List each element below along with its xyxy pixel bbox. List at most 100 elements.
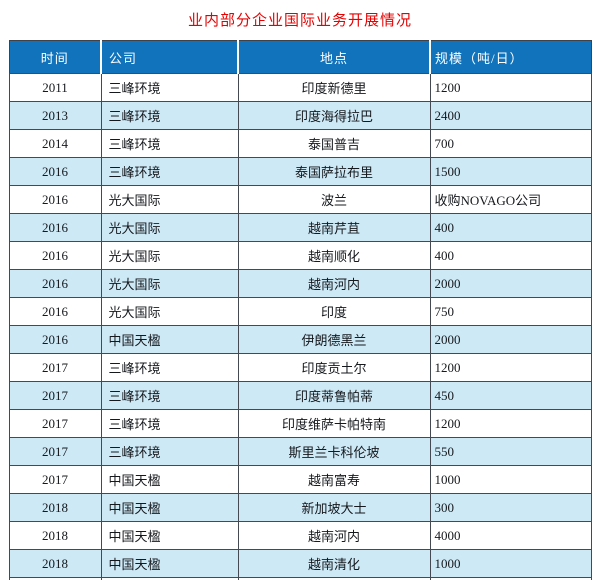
table-row: 2018 中国天楹 新加坡大士 300: [8, 493, 592, 522]
table-row: 2014 三峰环境 泰国普吉 700: [8, 129, 592, 158]
cell-scale: 2000: [429, 325, 592, 354]
column-header-location: 地点: [237, 40, 430, 74]
table-row: 2017 三峰环境 斯里兰卡科伦坡 550: [8, 437, 592, 466]
cell-location: 越南河内: [237, 269, 431, 298]
cell-time: 2016: [8, 241, 102, 270]
table-row: 2011 三峰环境 印度新德里 1200: [8, 73, 592, 102]
cell-location: 新加坡大士: [237, 493, 431, 522]
column-header-scale: 规模（吨/日）: [429, 40, 591, 74]
cell-location: 斯里兰卡科伦坡: [237, 437, 431, 466]
cell-location: 印度蒂鲁帕蒂: [237, 381, 431, 410]
cell-location: 印度: [237, 297, 431, 326]
cell-location: 印度贡土尔: [237, 353, 431, 382]
cell-location: 印度维萨卡帕特南: [237, 409, 431, 438]
cell-scale: 700: [429, 129, 592, 158]
cell-company: 中国天楹: [100, 325, 239, 354]
cell-location: 印度新德里: [237, 73, 431, 102]
cell-location: 伊朗德黑兰: [237, 325, 431, 354]
table-header: 时间 公司 地点 规模（吨/日）: [9, 40, 591, 74]
international-business-table: 时间 公司 地点 规模（吨/日） 2011 三峰环境 印度新德里 1200 2013 三峰…: [8, 40, 592, 580]
cell-company: 光大国际: [100, 213, 239, 242]
cell-scale: 750: [429, 297, 592, 326]
cell-time: 2011: [8, 73, 102, 102]
cell-time: 2016: [8, 269, 102, 298]
cell-scale: 2250: [429, 577, 592, 580]
cell-time: 2016: [8, 185, 102, 214]
cell-company: 三峰环境: [100, 73, 239, 102]
cell-location: 越南清化: [237, 549, 431, 578]
cell-time: 2018: [8, 521, 102, 550]
cell-scale: 收购NOVAGO公司: [429, 185, 592, 214]
cell-time: 2014: [8, 129, 102, 158]
cell-location: 印度海得拉巴: [237, 101, 431, 130]
cell-company: 光大国际: [100, 241, 239, 270]
table-row: 2017 中国天楹 越南富寿 1000: [8, 465, 592, 494]
table-row: 2018三峰环境越南胡志明市2250: [8, 577, 592, 580]
cell-time: 2016: [8, 297, 102, 326]
cell-company: 中国天楹: [100, 493, 239, 522]
table-row: 2017 三峰环境 印度蒂鲁帕蒂 450: [8, 381, 592, 410]
cell-time: 2017: [8, 465, 102, 494]
cell-time: 2016: [8, 157, 102, 186]
cell-scale: 1500: [429, 157, 592, 186]
cell-scale: 450: [429, 381, 592, 410]
table-row: 2016 光大国际 越南顺化 400: [8, 241, 592, 270]
cell-company: 三峰环境: [100, 129, 239, 158]
cell-time: 2017: [8, 353, 102, 382]
cell-scale: 2400: [429, 101, 592, 130]
cell-time: 2017: [8, 409, 102, 438]
cell-company: 三峰环境: [100, 409, 239, 438]
cell-scale: 400: [429, 213, 592, 242]
cell-scale: 1000: [429, 549, 592, 578]
cell-location: 越南顺化: [237, 241, 431, 270]
cell-company: 中国天楹: [100, 521, 239, 550]
cell-scale: 4000: [429, 521, 592, 550]
cell-location: 泰国萨拉布里: [237, 157, 431, 186]
table-row: 2016 光大国际 波兰 收购NOVAGO公司: [8, 185, 592, 214]
cell-time: 2018: [8, 493, 102, 522]
cell-company: 三峰环境: [100, 437, 239, 466]
cell-scale: 550: [429, 437, 592, 466]
cell-location: 泰国普吉: [237, 129, 431, 158]
cell-company: 光大国际: [100, 269, 239, 298]
cell-company: 三峰环境: [100, 157, 239, 186]
cell-company: 光大国际: [100, 185, 239, 214]
table-row: 2013 三峰环境 印度海得拉巴 2400: [8, 101, 592, 130]
cell-location: 越南河内: [237, 521, 431, 550]
cell-company: 三峰环境: [100, 381, 239, 410]
cell-time: 2017: [8, 437, 102, 466]
table-row: 2017 三峰环境 印度贡土尔 1200: [8, 353, 592, 382]
column-header-time: 时间: [9, 40, 101, 74]
table-row: 2018 中国天楹 越南河内 4000: [8, 521, 592, 550]
cell-scale: 400: [429, 241, 592, 270]
cell-scale: 1200: [429, 353, 592, 382]
cell-time: 2018: [8, 549, 102, 578]
table-header-row: 时间 公司 地点 规模（吨/日）: [9, 40, 591, 74]
table-row: 2016 三峰环境 泰国萨拉布里 1500: [8, 157, 592, 186]
cell-location: 越南芹苴: [237, 213, 431, 242]
table-row: 2017 三峰环境 印度维萨卡帕特南 1200: [8, 409, 592, 438]
cell-company: 中国天楹: [100, 549, 239, 578]
cell-time: 2016: [8, 325, 102, 354]
table-row: 2016 中国天楹 伊朗德黑兰 2000: [8, 325, 592, 354]
table-row: 2016 光大国际 越南芹苴 400: [8, 213, 592, 242]
cell-company: 中国天楹: [100, 465, 239, 494]
column-header-company: 公司: [100, 40, 238, 74]
table-row: 2016 光大国际 印度 750: [8, 297, 592, 326]
cell-location: 越南富寿: [237, 465, 431, 494]
cell-time: 2017: [8, 381, 102, 410]
cell-scale: 1200: [429, 409, 592, 438]
cell-location: 波兰: [237, 185, 431, 214]
page-title: 业内部分企业国际业务开展情况: [187, 12, 412, 29]
cell-scale: 2000: [429, 269, 592, 298]
table-row: 2016 光大国际 越南河内 2000: [8, 269, 592, 298]
cell-scale: 1200: [429, 73, 592, 102]
cell-scale: 1000: [429, 465, 592, 494]
cell-time: 2016: [8, 213, 102, 242]
cell-time: 2013: [8, 101, 102, 130]
cell-company: 光大国际: [100, 297, 239, 326]
cell-company: 三峰环境: [100, 101, 239, 130]
table-body: 2011 三峰环境 印度新德里 1200 2013 三峰环境 印度海得拉巴 2400 2014 三…: [8, 73, 592, 580]
table-row: 2018 中国天楹 越南清化 1000: [8, 549, 592, 578]
